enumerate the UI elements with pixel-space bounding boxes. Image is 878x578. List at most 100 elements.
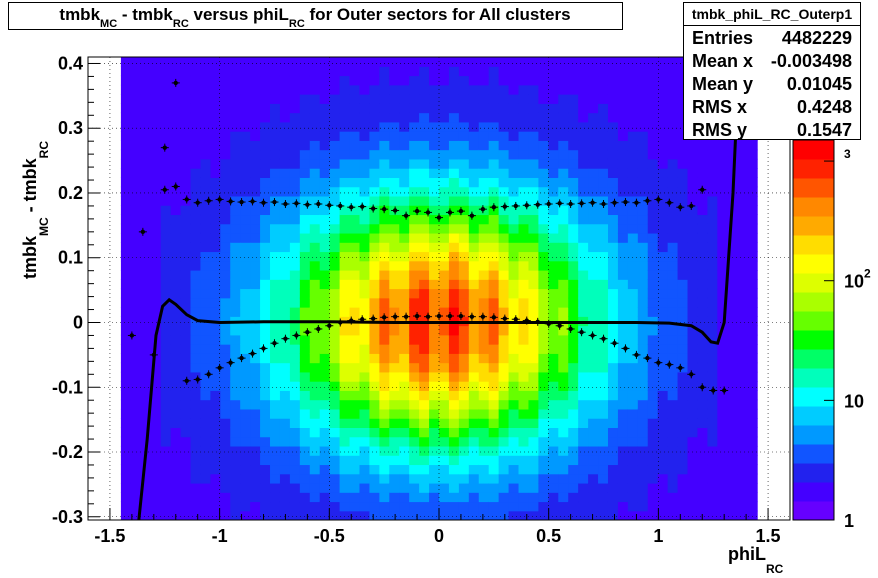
heatmap-cell (528, 223, 540, 234)
heatmap-cell (339, 288, 351, 299)
heatmap-cell (309, 84, 321, 95)
heatmap-cell (130, 84, 142, 95)
heatmap-cell (260, 408, 271, 419)
heatmap-cell (210, 455, 221, 466)
heatmap-cell (140, 371, 152, 382)
heatmap-cell (468, 371, 480, 382)
heatmap-cell (697, 168, 708, 178)
heatmap-cell (647, 232, 659, 243)
heatmap-cell (180, 482, 192, 493)
heatmap-cell (389, 131, 400, 141)
heatmap-cell (528, 140, 540, 151)
heatmap-cell (150, 232, 162, 243)
heatmap-cell (528, 121, 540, 132)
heatmap-cell (707, 297, 718, 308)
heatmap-cell (180, 492, 192, 503)
heatmap-cell (667, 131, 679, 141)
heatmap-cell (657, 362, 669, 373)
heatmap-cell (657, 57, 669, 67)
heatmap-cell (737, 186, 748, 197)
heatmap-cell (458, 399, 470, 410)
heatmap-cell (419, 84, 430, 95)
heatmap-cell (737, 482, 748, 493)
heatmap-cell (488, 195, 500, 206)
heatmap-cell (379, 436, 390, 447)
heatmap-cell (448, 186, 460, 197)
heatmap-cell (150, 177, 162, 188)
heatmap-cell (230, 131, 241, 141)
heatmap-cell (329, 66, 341, 77)
heatmap-cell (349, 371, 361, 382)
heatmap-cell (120, 214, 132, 225)
heatmap-cell (289, 381, 301, 391)
heatmap-cell (349, 455, 361, 466)
upper-profile-point (557, 201, 562, 206)
heatmap-cell (180, 501, 192, 512)
heatmap-cell (598, 371, 609, 382)
heatmap-cell (359, 260, 371, 271)
heatmap-cell (359, 334, 371, 345)
heatmap-cell (389, 390, 400, 401)
heatmap-cell (478, 75, 490, 86)
heatmap-cell (120, 269, 132, 280)
heatmap-cell (230, 325, 241, 336)
heatmap-cell (468, 427, 480, 438)
heatmap-cell (140, 418, 152, 428)
heatmap-cell (498, 344, 510, 354)
heatmap-cell (329, 186, 341, 197)
heatmap-cell (399, 112, 410, 123)
heatmap-cell (588, 464, 599, 475)
stats-value: 0.01045 (786, 74, 852, 94)
heatmap-cell (737, 344, 748, 354)
heatmap-cell (598, 260, 609, 271)
heatmap-cell (478, 427, 490, 438)
heatmap-cell (260, 362, 271, 373)
stats-value: 0.1547 (796, 120, 852, 140)
heatmap-cell (289, 84, 301, 95)
heatmap-cell (180, 344, 192, 354)
heatmap-cell (379, 140, 390, 151)
heatmap-cell (429, 325, 440, 336)
heatmap-cell (498, 418, 510, 428)
heatmap-cell (289, 427, 301, 438)
heatmap-cell (190, 501, 202, 512)
heatmap-cell (448, 492, 460, 503)
heatmap-cell (508, 251, 520, 262)
heatmap-cell (399, 232, 410, 243)
heatmap-cell (598, 214, 609, 225)
heatmap-cell (170, 316, 182, 327)
heatmap-cell (588, 371, 599, 382)
heatmap-cell (240, 269, 251, 280)
heatmap-cell (488, 325, 500, 336)
heatmap-cell (389, 334, 400, 345)
heatmap-cell (697, 427, 708, 438)
heatmap-cell (260, 307, 271, 317)
heatmap-cell (448, 399, 460, 410)
heatmap-cell (737, 168, 748, 178)
heatmap-cell (598, 84, 609, 95)
heatmap-cell (349, 418, 361, 428)
heatmap-cell (170, 66, 182, 77)
heatmap-cell (270, 84, 281, 95)
heatmap-cell (309, 251, 321, 262)
heatmap-cell (260, 510, 271, 520)
heatmap-cell (598, 473, 609, 484)
heatmap-cell (617, 205, 629, 216)
heatmap-cell (379, 307, 390, 317)
heatmap-cell (737, 325, 748, 336)
heatmap-cell (210, 214, 221, 225)
heatmap-cell (210, 501, 221, 512)
heatmap-cell (448, 482, 460, 493)
heatmap-cell (170, 168, 182, 178)
heatmap-cell (637, 408, 649, 419)
heatmap-cell (170, 214, 182, 225)
heatmap-cell (528, 334, 540, 345)
heatmap-cell (379, 260, 390, 271)
heatmap-cell (588, 186, 599, 197)
heatmap-cell (558, 57, 569, 67)
fit-curve (137, 57, 741, 520)
heatmap-cell (508, 418, 520, 428)
heatmap-cell (339, 205, 351, 216)
heatmap-cell (299, 371, 311, 382)
heatmap-cell (488, 399, 500, 410)
